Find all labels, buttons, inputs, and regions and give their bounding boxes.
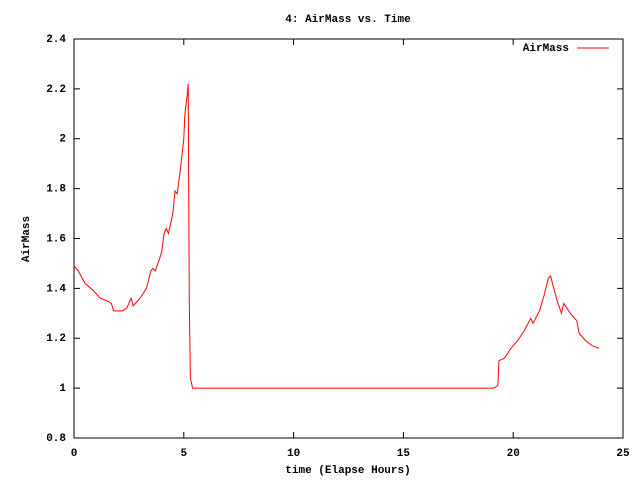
x-tick-label: 5	[180, 448, 187, 460]
y-tick-label: 1	[59, 383, 66, 395]
x-tick-label: 20	[507, 448, 520, 460]
x-axis-label: time (Elapse Hours)	[285, 465, 410, 477]
x-tick-label: 25	[616, 448, 630, 460]
data-line	[73, 83, 600, 389]
y-tick-label: 0.8	[46, 433, 66, 445]
y-tick-label: 1.2	[46, 333, 66, 345]
y-tick-label: 2.4	[46, 34, 66, 46]
x-tick-label: 0	[71, 448, 78, 460]
chart-title: 4: AirMass vs. Time	[285, 14, 411, 26]
x-tick-label: 15	[397, 448, 411, 460]
y-axis-label: AirMass	[21, 216, 33, 262]
y-tick-label: 2.2	[46, 84, 66, 96]
y-tick-label: 1.6	[46, 233, 66, 245]
y-tick-label: 2	[59, 134, 66, 146]
y-tick-label: 1.4	[46, 283, 66, 295]
y-tick-label: 1.8	[46, 184, 66, 196]
x-tick-label: 10	[287, 448, 300, 460]
legend-label: AirMass	[523, 43, 569, 55]
